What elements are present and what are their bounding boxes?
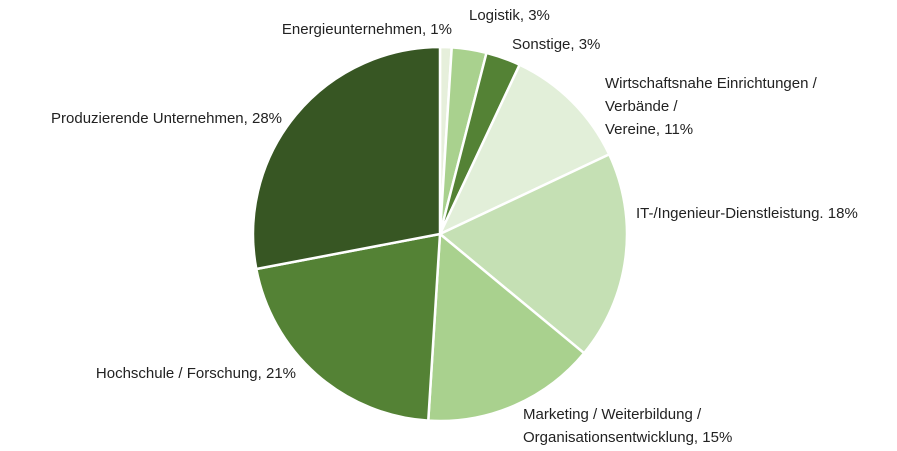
pie-slice xyxy=(437,63,611,237)
slice-label: Vereine, 11% xyxy=(605,121,693,138)
slice-label: Hochschule / Forschung, 21% xyxy=(96,365,296,382)
pie-slice xyxy=(251,45,442,271)
pie-slice xyxy=(426,231,586,423)
slice-label: Verbände / xyxy=(605,98,678,115)
slice-label: Logistik, 3% xyxy=(469,7,550,24)
slice-label: Organisationsentwicklung, 15% xyxy=(523,429,732,446)
slice-label: Energieunternehmen, 1% xyxy=(282,21,452,38)
slice-label: Produzierende Unternehmen, 28% xyxy=(51,110,282,127)
slice-label: Sonstige, 3% xyxy=(512,36,600,53)
slice-label: Wirtschaftsnahe Einrichtungen / xyxy=(605,75,818,92)
pie-slice xyxy=(437,152,629,355)
slice-label: IT-/Ingenieur-Dienstleistung. 18% xyxy=(636,205,858,222)
pie-slice xyxy=(254,232,442,422)
slice-label: Marketing / Weiterbildung / xyxy=(523,406,702,423)
